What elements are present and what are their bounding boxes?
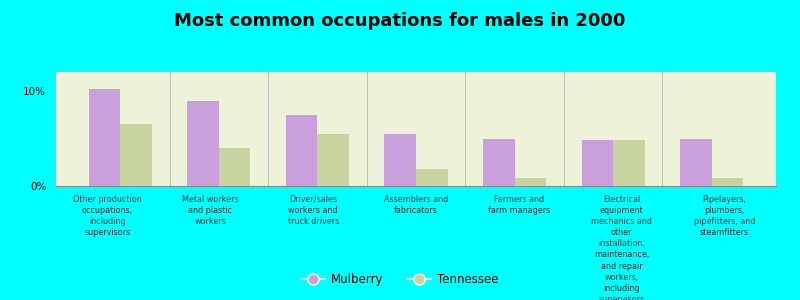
- Text: Most common occupations for males in 2000: Most common occupations for males in 200…: [174, 12, 626, 30]
- Bar: [483, 139, 514, 186]
- Bar: [120, 124, 152, 186]
- Text: Farmers and
farm managers: Farmers and farm managers: [488, 195, 550, 215]
- Text: Metal workers
and plastic
workers: Metal workers and plastic workers: [182, 195, 238, 226]
- Bar: [318, 134, 349, 186]
- Bar: [582, 140, 613, 186]
- Bar: [219, 148, 250, 186]
- Bar: [514, 178, 546, 186]
- Text: Driver/sales
workers and
truck drivers: Driver/sales workers and truck drivers: [287, 195, 338, 226]
- Bar: [613, 140, 645, 186]
- Bar: [286, 115, 318, 186]
- Legend: Mulberry, Tennessee: Mulberry, Tennessee: [297, 269, 503, 291]
- Bar: [385, 134, 416, 186]
- Text: Electrical
equipment
mechanics and
other
installation,
maintenance,
and repair
w: Electrical equipment mechanics and other…: [591, 195, 652, 300]
- Bar: [89, 89, 120, 186]
- Bar: [187, 100, 219, 186]
- Text: Pipelayers,
plumbers,
pipefitters, and
steamfitters: Pipelayers, plumbers, pipefitters, and s…: [694, 195, 755, 237]
- Bar: [680, 139, 712, 186]
- Bar: [416, 169, 447, 186]
- Bar: [712, 178, 743, 186]
- Text: Assemblers and
fabricators: Assemblers and fabricators: [384, 195, 448, 215]
- Text: Other production
occupations,
including
supervisors: Other production occupations, including …: [73, 195, 142, 237]
